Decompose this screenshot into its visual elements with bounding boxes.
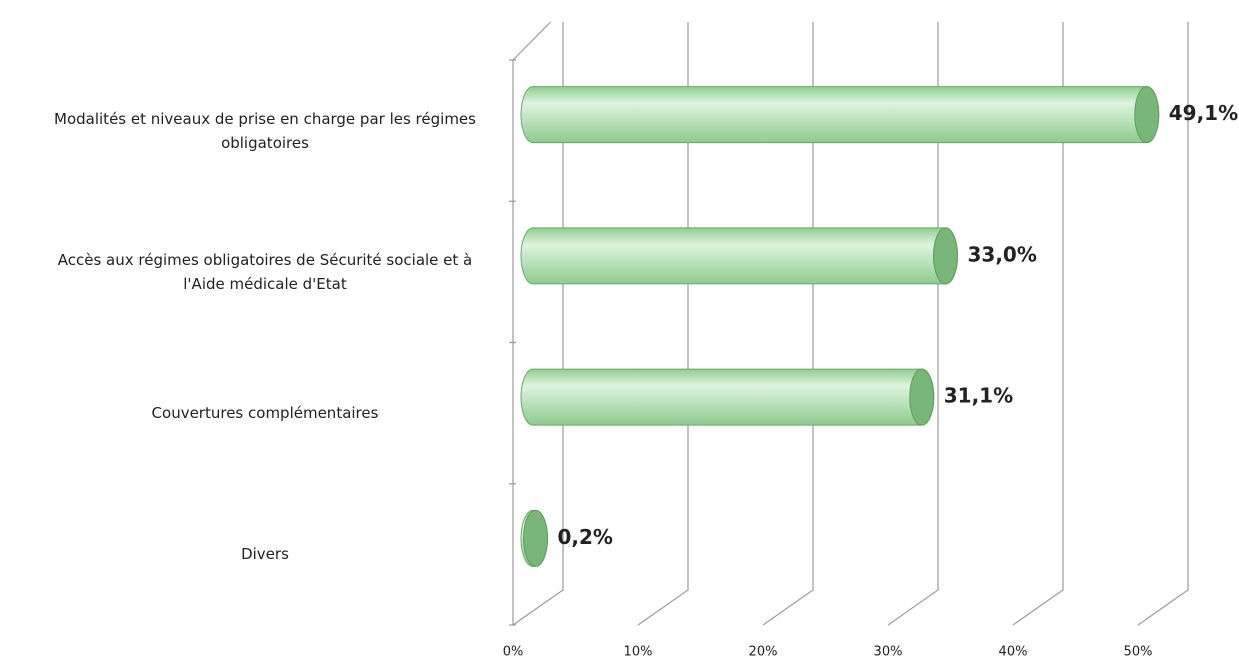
grid-line (637, 22, 689, 626)
x-tick-label: 30% (874, 645, 903, 660)
x-tick-label: 10% (624, 645, 653, 660)
x-tick-label: 20% (749, 645, 778, 660)
category-label: Accès aux régimes obligatoires de Sécuri… (57, 250, 473, 293)
bar (520, 227, 958, 285)
category-label: Couvertures complémentaires (151, 404, 379, 423)
value-label: 0,2% (558, 525, 613, 549)
value-label: 49,1% (1169, 101, 1238, 125)
x-tick-label: 0% (503, 645, 524, 660)
bar-cap (523, 509, 548, 567)
bar-cap (909, 368, 935, 426)
category-label: Modalités et niveaux de prise en charge … (54, 109, 476, 152)
x-tick-label: 40% (999, 645, 1028, 660)
category-label: Divers (241, 545, 289, 564)
bar-cap (933, 227, 958, 285)
bar (520, 368, 935, 426)
bar-cap (1134, 86, 1160, 144)
value-label: 31,1% (944, 384, 1013, 408)
grid-line (512, 22, 564, 626)
grid-line (887, 22, 939, 626)
bar (520, 86, 1160, 144)
value-label: 33,0% (968, 242, 1037, 266)
grid-line (1137, 22, 1189, 626)
axis-line (512, 21, 551, 61)
grid-line (762, 22, 814, 626)
x-tick-label: 50% (1124, 645, 1153, 660)
grid-line (1012, 22, 1064, 626)
